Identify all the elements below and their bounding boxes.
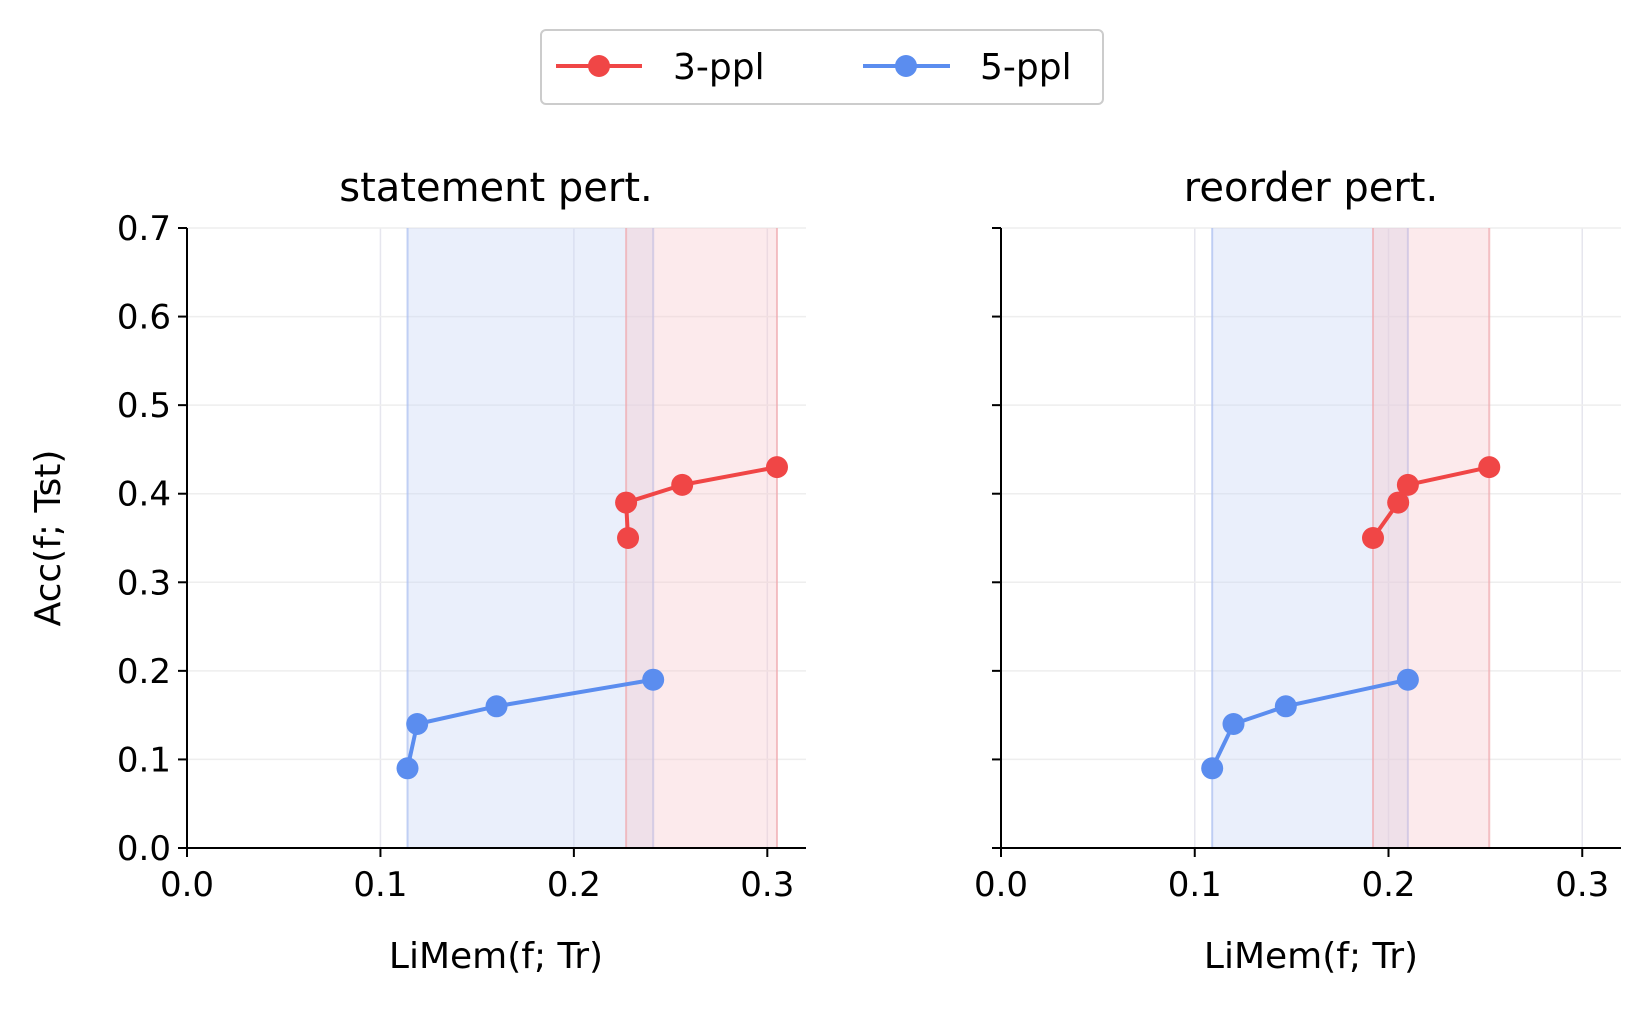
series-line-5-ppl <box>1210 677 1409 770</box>
x-axis-label-statement: LiMem(f; Tr) <box>389 936 603 977</box>
data-point-5-ppl <box>406 713 429 735</box>
xtick-label: 0.3 <box>1555 865 1609 905</box>
legend-marker-5-ppl <box>895 55 917 77</box>
range-band-3-ppl <box>626 228 777 848</box>
xtick-label: 0.3 <box>740 865 794 905</box>
ytick-label: 0.1 <box>117 740 171 780</box>
xtick-label: 0.1 <box>353 865 407 905</box>
bands-reorder <box>1211 228 1491 848</box>
xtick-label: 0.1 <box>1168 865 1222 905</box>
xtick-label: 0.0 <box>160 865 214 905</box>
data-point-3-ppl <box>1387 491 1410 514</box>
legend-marker-3-ppl <box>588 55 610 77</box>
data-point-5-ppl <box>396 757 419 780</box>
range-band-5-ppl <box>407 228 654 848</box>
grid-statement <box>186 227 806 849</box>
ytick-label: 0.0 <box>117 829 171 869</box>
data-point-3-ppl <box>1396 473 1419 496</box>
xticks-statement: 0.0 0.1 0.2 0.3 <box>160 865 794 905</box>
ytick-label: 0.4 <box>117 475 171 515</box>
legend-entry-3-ppl: 3-ppl <box>556 47 765 88</box>
ytick-label: 0.5 <box>117 386 171 426</box>
ytick-label: 0.6 <box>117 298 171 338</box>
data-point-3-ppl <box>617 527 640 549</box>
data-point-5-ppl <box>1274 695 1297 718</box>
yticks-statement: 0.0 0.1 0.2 0.3 0.4 0.5 0.6 0.7 <box>117 209 171 869</box>
data-point-5-ppl <box>1396 668 1419 691</box>
data-point-5-ppl <box>1222 713 1245 735</box>
data-point-5-ppl <box>642 668 665 691</box>
data-point-3-ppl <box>615 491 638 514</box>
ytick-label: 0.3 <box>117 563 171 603</box>
axes-statement <box>178 227 806 857</box>
y-axis-label: Acc(f; Tst) <box>28 450 69 627</box>
x-axis-label-reorder: LiMem(f; Tr) <box>1204 936 1418 977</box>
data-point-5-ppl <box>1201 757 1224 780</box>
bands-statement <box>406 228 778 848</box>
series-line-5-ppl <box>405 677 654 769</box>
series-statement <box>396 456 788 780</box>
range-band-3-ppl <box>1373 228 1490 848</box>
legend-frame <box>540 29 1104 105</box>
ytick-label: 0.2 <box>117 652 171 692</box>
data-point-3-ppl <box>1478 456 1501 479</box>
panel-reorder: reorder pert. 0.0 0.1 0.2 0.3 LiMem(f; T… <box>974 165 1621 977</box>
legend: 3-ppl 5-ppl <box>540 29 1104 105</box>
data-point-3-ppl <box>671 473 694 496</box>
axes-reorder <box>992 227 1621 857</box>
series-reorder <box>1201 456 1501 780</box>
xtick-label: 0.0 <box>974 865 1028 905</box>
legend-entry-5-ppl: 5-ppl <box>863 47 1072 88</box>
series-line-3-ppl <box>624 465 778 539</box>
panel-title-statement: statement pert. <box>339 165 653 211</box>
data-point-3-ppl <box>1362 527 1384 549</box>
xtick-label: 0.2 <box>1361 865 1415 905</box>
legend-label-3-ppl: 3-ppl <box>673 47 765 88</box>
data-point-5-ppl <box>485 695 508 718</box>
xtick-label: 0.2 <box>547 865 601 905</box>
ytick-label: 0.7 <box>117 209 171 249</box>
data-point-3-ppl <box>765 456 788 479</box>
xticks-reorder: 0.0 0.1 0.2 0.3 <box>974 865 1609 905</box>
legend-label-5-ppl: 5-ppl <box>980 47 1072 88</box>
panel-statement: statement pert. 0.0 0.1 0.2 0.3 0.0 0.1 … <box>28 165 806 977</box>
panel-title-reorder: reorder pert. <box>1184 165 1438 211</box>
